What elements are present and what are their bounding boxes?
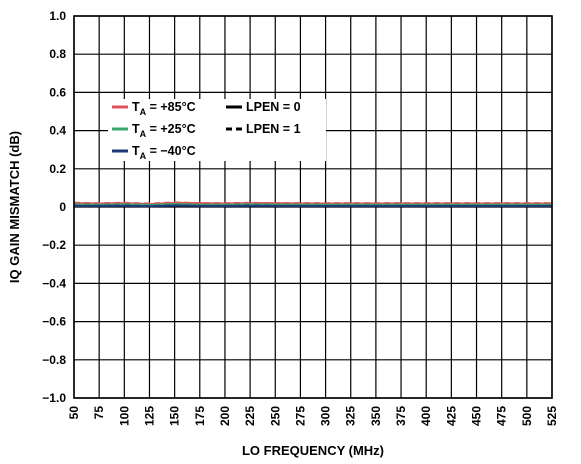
series-line bbox=[73, 201, 552, 206]
x-tick-label: 300 bbox=[319, 406, 333, 426]
y-tick-label: −0.2 bbox=[42, 238, 66, 252]
y-tick-label: 0.4 bbox=[49, 124, 66, 138]
legend-label: TA = +25°C bbox=[132, 122, 196, 139]
y-axis-title: IQ GAIN MISMATCH (dB) bbox=[7, 131, 22, 283]
x-tick-label: 450 bbox=[470, 406, 484, 426]
x-tick-label: 350 bbox=[369, 406, 383, 426]
x-tick-label: 425 bbox=[444, 406, 458, 426]
y-tick-labels: 1.0 0.8 0.6 0.4 0.2 0 −0.2 −0.4 −0.6 −0.8 −1.0 bbox=[42, 9, 66, 405]
legend-label: LPEN = 1 bbox=[246, 122, 301, 136]
x-tick-label: 75 bbox=[92, 406, 106, 420]
legend-label: TA = −40°C bbox=[132, 144, 196, 161]
x-tick-label: 250 bbox=[268, 406, 282, 426]
y-tick-label: −0.4 bbox=[42, 276, 66, 290]
x-tick-label: 175 bbox=[193, 406, 207, 426]
y-tick-label: 0.6 bbox=[49, 85, 66, 99]
legend-label: LPEN = 0 bbox=[246, 100, 301, 114]
legend: TA = +85°C TA = +25°C TA = −40°C LPEN = 0 LP… bbox=[108, 99, 326, 161]
x-tick-label: 375 bbox=[394, 406, 408, 426]
y-tick-label: −0.8 bbox=[42, 353, 66, 367]
x-tick-label: 225 bbox=[243, 406, 257, 426]
x-tick-label: 100 bbox=[117, 406, 131, 426]
x-tick-label: 150 bbox=[168, 406, 182, 426]
y-tick-label: 1.0 bbox=[49, 9, 66, 23]
legend-label: TA = +85°C bbox=[132, 100, 196, 117]
x-tick-label: 125 bbox=[142, 406, 156, 426]
legend-background bbox=[108, 99, 326, 161]
y-tick-label: 0 bbox=[59, 200, 66, 214]
x-tick-labels: 50 75 100 125 150 175 200 225 250 275 300 325 350 375… bbox=[67, 406, 559, 426]
plot-frame bbox=[73, 15, 553, 399]
x-tick-label: 200 bbox=[218, 406, 232, 426]
y-tick-label: −1.0 bbox=[42, 391, 66, 405]
y-tick-label: 0.8 bbox=[49, 47, 66, 61]
series-line bbox=[73, 204, 552, 208]
series-line bbox=[74, 203, 552, 207]
x-tick-label: 50 bbox=[67, 406, 81, 420]
y-tick-label: 0.2 bbox=[49, 162, 66, 176]
y-tick-label: −0.6 bbox=[42, 315, 66, 329]
x-tick-label: 325 bbox=[344, 406, 358, 426]
series-layer bbox=[73, 201, 552, 208]
x-tick-label: 525 bbox=[545, 406, 559, 426]
x-tick-label: 500 bbox=[520, 406, 534, 426]
x-axis-title: LO FREQUENCY (MHz) bbox=[242, 443, 384, 458]
x-tick-label: 275 bbox=[293, 406, 307, 426]
x-tick-label: 475 bbox=[495, 406, 509, 426]
x-tick-label: 400 bbox=[419, 406, 433, 426]
